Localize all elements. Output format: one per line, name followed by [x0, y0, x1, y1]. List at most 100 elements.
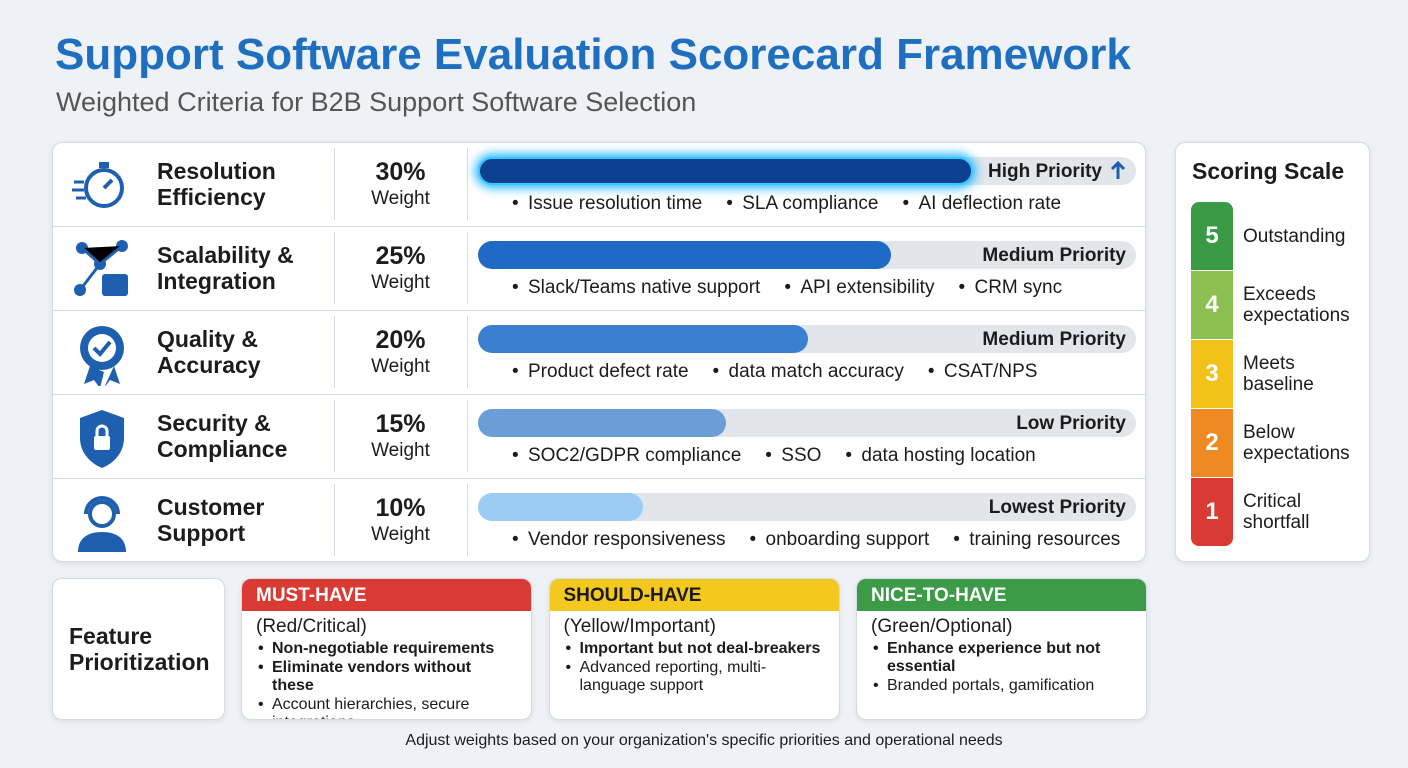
metric: SSO — [765, 445, 821, 467]
priority-label: Medium Priority — [982, 329, 1126, 350]
metric: AI deflection rate — [903, 193, 1062, 215]
card-subtitle: (Red/Critical) — [256, 616, 367, 637]
metric: Slack/Teams native support — [512, 277, 760, 299]
criterion-icon — [72, 154, 136, 218]
column-divider — [467, 316, 468, 388]
criterion-name: Security & Compliance — [157, 410, 288, 462]
icon — [72, 162, 124, 208]
metric: Product defect rate — [512, 361, 689, 383]
metric: CSAT/NPS — [928, 361, 1038, 383]
score-text: Critical shortfall — [1243, 491, 1310, 533]
card-bullets: Important but not deal-breakersAdvanced … — [550, 640, 839, 695]
column-divider — [467, 400, 468, 472]
card-bullets: Enhance experience but not essentialBran… — [857, 640, 1146, 695]
score-badge: 5 — [1191, 202, 1233, 270]
priority-card: NICE-TO-HAVE (Green/Optional) Enhance expe… — [856, 578, 1147, 720]
weight-caption: Weight — [371, 356, 430, 377]
weight-bar — [478, 241, 891, 269]
title: Support Software Evaluation Scorecard Fr… — [55, 30, 1131, 79]
card-bullets: Non-negotiable requirementsEliminate ven… — [242, 640, 531, 719]
metric: data hosting location — [845, 445, 1035, 467]
priority-label: Low Priority — [1016, 413, 1126, 434]
weight-caption: Weight — [371, 524, 430, 545]
score-label: Below expectations — [1243, 409, 1363, 477]
feature-title: Feature Prioritization — [69, 623, 210, 675]
priority: Medium Priority — [900, 329, 1126, 351]
weight-value: 15% — [375, 410, 426, 438]
card-bullet: Non-negotiable requirements — [256, 640, 517, 658]
weight-caption: Weight — [371, 272, 430, 293]
metrics: Product defect rate data match accuracy CS… — [512, 361, 1061, 383]
score-badge: 1 — [1191, 478, 1233, 546]
card-header: MUST-HAVE — [242, 579, 531, 611]
priority-label: High Priority — [987, 161, 1102, 182]
criterion-name: Resolution Efficiency — [157, 158, 276, 210]
up-arrow — [1110, 161, 1126, 179]
score-text: Meets baseline — [1243, 353, 1314, 395]
row-divider — [53, 226, 1145, 227]
score-badge: 4 — [1191, 271, 1233, 339]
metric: Issue resolution time — [512, 193, 702, 215]
criterion-icon — [72, 406, 136, 470]
weight-bar — [478, 493, 643, 521]
priority-label: Medium Priority — [982, 245, 1126, 266]
weight-value: 10% — [375, 494, 426, 522]
card-header: SHOULD-HAVE — [549, 579, 839, 611]
criterion-icon — [72, 322, 136, 388]
metrics: SOC2/GDPR compliance SSO data hosting loca… — [512, 445, 1060, 467]
row-divider — [53, 394, 1145, 395]
score-text: Exceeds expectations — [1243, 284, 1350, 326]
subtitle: Weighted Criteria for B2B Support Softwa… — [56, 87, 697, 117]
icon — [80, 410, 124, 468]
priority: High Priority — [900, 161, 1126, 183]
criterion-name: Customer Support — [157, 494, 265, 546]
score-text: Below expectations — [1243, 422, 1350, 464]
column-divider — [334, 400, 335, 472]
priority-card: SHOULD-HAVE (Yellow/Important) Important b… — [548, 578, 840, 720]
column-divider — [467, 148, 468, 220]
score-label: Outstanding — [1243, 202, 1363, 270]
metric: data match accuracy — [713, 361, 904, 383]
priority-label: Lowest Priority — [988, 497, 1126, 518]
weight-bar — [478, 157, 973, 185]
criterion-name: Scalability & Integration — [157, 242, 294, 294]
metrics: Issue resolution time SLA compliance AI de… — [512, 193, 1085, 215]
column-divider — [334, 148, 335, 220]
card-bullet: Advanced reporting, multi-language suppo… — [564, 659, 825, 695]
weight-bar — [478, 325, 808, 353]
icon — [74, 240, 128, 296]
weight-value: 30% — [375, 158, 426, 186]
score-text: Outstanding — [1243, 225, 1346, 247]
metric: onboarding support — [750, 529, 930, 551]
card-bullet: Account hierarchies, secure integrations — [256, 696, 517, 719]
card-subtitle: (Yellow/Important) — [563, 616, 716, 637]
row-divider — [53, 310, 1145, 311]
card-subtitle: (Green/Optional) — [871, 616, 1013, 637]
metric: SLA compliance — [726, 193, 878, 215]
icon — [78, 496, 126, 552]
scoring-title: Scoring Scale — [1192, 158, 1345, 184]
card-bullet: Branded portals, gamification — [871, 677, 1132, 695]
criterion-icon — [72, 238, 136, 302]
priority: Medium Priority — [900, 245, 1126, 267]
metrics: Slack/Teams native support API extensibil… — [512, 277, 1086, 299]
criterion-name: Quality & Accuracy — [157, 326, 261, 378]
score-label: Meets baseline — [1243, 340, 1363, 408]
footnote: Adjust weights based on your organizatio… — [405, 732, 1003, 749]
icon — [80, 326, 124, 388]
card-header: NICE-TO-HAVE — [857, 579, 1146, 611]
weight-caption: Weight — [371, 188, 430, 209]
metric: CRM sync — [958, 277, 1062, 299]
score-label: Exceeds expectations — [1243, 271, 1363, 339]
row-divider — [53, 478, 1145, 479]
weight-value: 20% — [375, 326, 426, 354]
priority: Lowest Priority — [900, 497, 1126, 519]
weight-bar — [478, 409, 726, 437]
metric: Vendor responsiveness — [512, 529, 726, 551]
score-label: Critical shortfall — [1243, 478, 1363, 546]
priority-card: MUST-HAVE (Red/Critical) Non-negotiable re… — [241, 578, 532, 720]
card-bullet: Important but not deal-breakers — [564, 640, 825, 658]
column-divider — [334, 232, 335, 304]
metric: API extensibility — [784, 277, 934, 299]
